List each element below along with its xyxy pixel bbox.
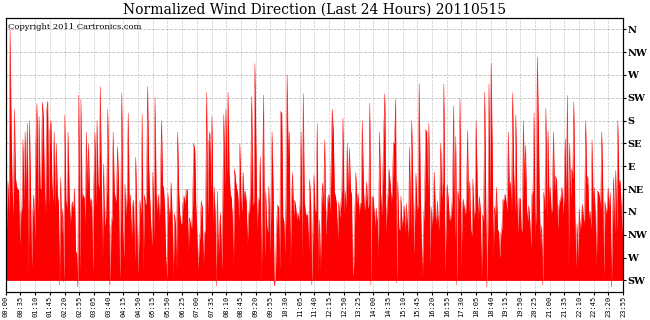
Text: Copyright 2011 Cartronics.com: Copyright 2011 Cartronics.com xyxy=(8,23,141,31)
Title: Normalized Wind Direction (Last 24 Hours) 20110515: Normalized Wind Direction (Last 24 Hours… xyxy=(123,3,506,17)
